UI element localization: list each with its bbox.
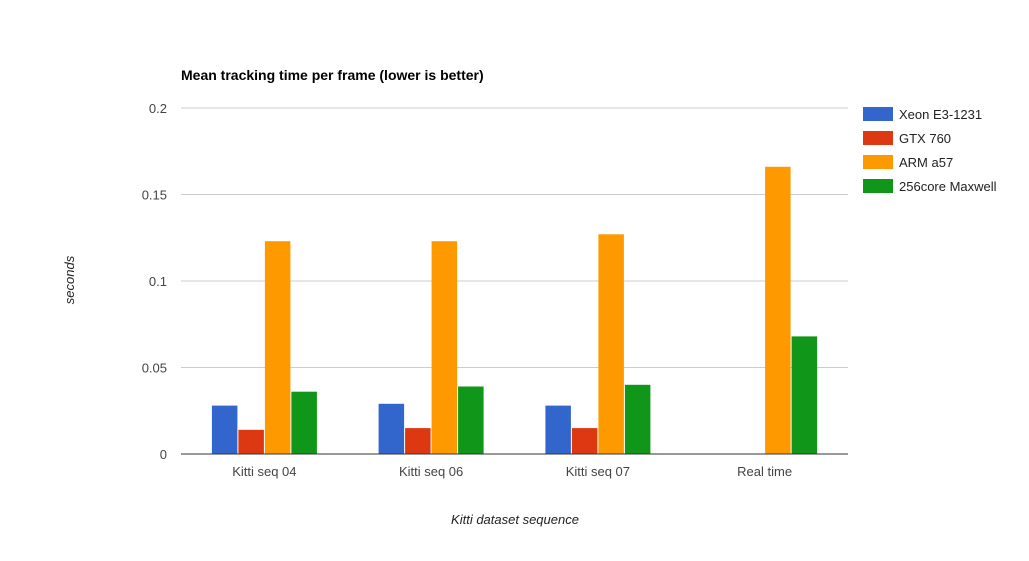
legend-swatch [863,131,893,145]
legend-swatch [863,107,893,121]
y-tick-label: 0 [160,447,167,462]
bar-gtx-760 [238,429,264,454]
y-tick-label: 0.15 [142,188,167,203]
y-tick-label: 0.05 [142,361,167,376]
chart-title: Mean tracking time per frame (lower is b… [181,67,484,83]
legend-label: Xeon E3-1231 [899,107,982,122]
bar-256core-maxwell [291,391,317,454]
bar-256core-maxwell [791,336,818,454]
x-tick-label: Kitti seq 04 [232,464,296,479]
y-tick-label: 0.1 [149,274,167,289]
x-tick-label: Real time [737,464,792,479]
legend-swatch [863,179,893,193]
bar-arm-a57 [264,241,291,454]
bar-xeon-e3-1231 [211,405,238,454]
gridlines [181,107,848,368]
y-axis-ticks: 0 0.05 0.1 0.15 0.2 [142,101,167,462]
bar-gtx-760 [571,428,598,454]
legend-label: GTX 760 [899,131,951,146]
bars [211,166,818,455]
legend: Xeon E3-1231 GTX 760 ARM a57 256core Maxwel… [863,107,997,194]
bar-256core-maxwell [458,386,484,454]
bar-256core-maxwell [624,384,651,454]
x-axis-ticks: Kitti seq 04 Kitti seq 06 Kitti seq 07 Real… [232,464,792,479]
legend-label: 256core Maxwell [899,179,997,194]
bar-xeon-e3-1231 [378,403,405,454]
bar-arm-a57 [431,241,458,454]
bar-arm-a57 [765,166,791,455]
legend-swatch [863,155,893,169]
legend-label: ARM a57 [899,155,953,170]
y-tick-label: 0.2 [149,101,167,116]
x-axis-title: Kitti dataset sequence [451,512,579,527]
bar-arm-a57 [598,234,624,454]
y-axis-title: seconds [62,255,77,304]
x-tick-label: Kitti seq 07 [566,464,630,479]
bar-gtx-760 [405,428,431,454]
bar-xeon-e3-1231 [545,405,571,454]
x-tick-label: Kitti seq 06 [399,464,463,479]
